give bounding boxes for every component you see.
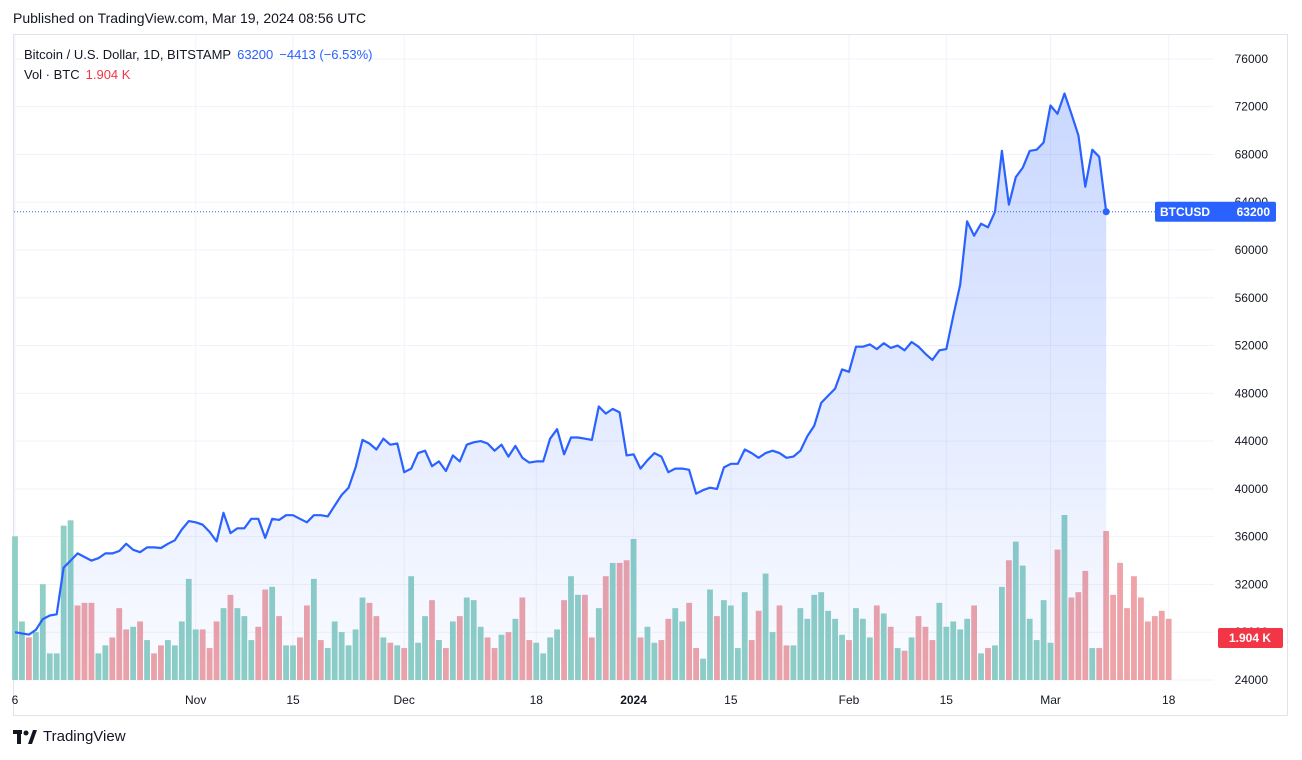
y-tick-label: 44000 [1235,434,1269,448]
volume-bar [1124,608,1130,680]
x-tick-label: Mar [1040,693,1061,707]
volume-bar [1138,597,1144,680]
volume-tag[interactable]: 1.904 K [1218,628,1283,648]
chart-legend: Bitcoin / U.S. Dollar, 1D, BITSTAMP 6320… [24,45,372,85]
volume-tag-value: 1.904 K [1229,631,1271,645]
volume-value: 1.904 K [85,67,131,82]
btcusd-price-tag[interactable]: BTCUSD 63200 [1155,201,1276,222]
volume-bar [1117,562,1123,680]
y-tick-label: 68000 [1235,147,1269,161]
y-tick-label: 48000 [1235,386,1269,400]
x-tick-label: 18 [530,693,544,707]
y-tick-label: 40000 [1235,482,1269,496]
price-tag-value: 63200 [1237,205,1271,219]
x-tick-label: 18 [1162,693,1176,707]
y-tick-label: 36000 [1235,530,1269,544]
x-tick-label: Dec [394,693,415,707]
symbol-title[interactable]: Bitcoin / U.S. Dollar, 1D, BITSTAMP [24,47,232,62]
volume-bar [1131,576,1137,680]
volume-bar [1110,594,1116,680]
x-tick-label: 15 [724,693,738,707]
price-chart[interactable]: 7600072000680006400060000560005200048000… [0,0,1302,720]
price-line[interactable] [14,92,1108,636]
price-tag-box [1155,201,1276,222]
volume-bar [1165,618,1172,680]
volume-label[interactable]: Vol · BTC [24,67,80,82]
x-tick-label: 2024 [620,693,647,707]
price-area [14,92,1214,680]
x-tick-label: 15 [940,693,954,707]
y-tick-label: 52000 [1235,339,1269,353]
x-tick-label: Nov [185,693,206,707]
published-note: Published on TradingView.com, Mar 19, 20… [13,10,367,26]
x-tick-label: 15 [286,693,300,707]
brand-name: TradingView [43,728,126,745]
volume-bar [1144,621,1151,680]
price-tag-symbol: BTCUSD [1160,205,1210,219]
last-price: 63200 [237,47,274,62]
price-area-fill [15,93,1107,680]
y-tick-label: 24000 [1235,673,1269,687]
y-tick-label: 72000 [1235,100,1269,114]
volume-bar [12,536,18,680]
tradingview-icon [13,729,37,744]
y-tick-label: 32000 [1235,577,1269,591]
y-tick-label: 60000 [1235,243,1269,257]
price-labels: BTCUSD 63200 1.904 K [1155,201,1283,648]
tradingview-logo[interactable]: TradingView [13,728,126,745]
volume-bar [1158,610,1165,680]
y-tick-label: 56000 [1235,291,1269,305]
y-tick-label: 76000 [1235,52,1269,66]
volume-bar [1151,616,1158,680]
price-change: −4413 (−6.53%) [279,47,373,62]
x-tick-label: 6 [12,693,19,707]
last-price-dot [1102,208,1110,216]
volume-tag-box [1218,628,1283,648]
x-tick-label: Feb [839,693,860,707]
